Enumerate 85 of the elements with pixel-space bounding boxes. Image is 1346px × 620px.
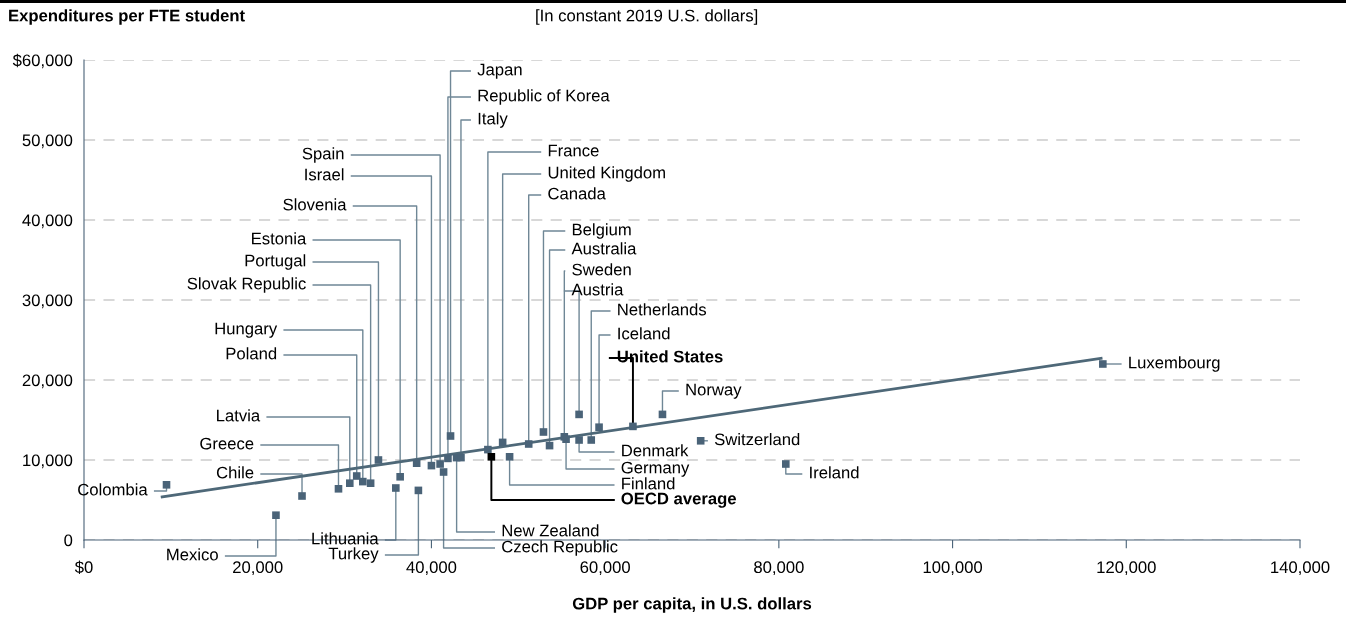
- x-axis-title: GDP per capita, in U.S. dollars: [572, 597, 812, 613]
- point: [457, 453, 465, 462]
- annotation: Japan: [477, 63, 522, 79]
- annotation: Latvia: [217, 409, 261, 422]
- annotation: Ireland: [810, 466, 859, 479]
- point: [575, 436, 583, 444]
- point: [587, 436, 596, 444]
- point: [366, 479, 375, 487]
- annotation: Republic of Korea: [478, 89, 610, 105]
- annotation: United Kingdom: [548, 166, 665, 182]
- point: [505, 453, 514, 461]
- annotation: Greece: [200, 437, 254, 450]
- point: [162, 481, 171, 489]
- point: [436, 460, 444, 468]
- x-tick-label: 100,000: [923, 561, 983, 576]
- point: [487, 453, 496, 461]
- y-tick-label: 20,000: [22, 374, 73, 389]
- x-tick-label: 120,000: [1097, 561, 1156, 576]
- annotation: Austria: [571, 283, 624, 296]
- x-tick-label: $0: [74, 560, 93, 575]
- point: [439, 468, 448, 476]
- annotation: Australia: [571, 242, 637, 255]
- point: [696, 437, 705, 445]
- annotation: Germany: [621, 461, 690, 477]
- point: [345, 479, 354, 487]
- annotation: Belgium: [572, 223, 631, 239]
- point: [359, 477, 367, 486]
- annotation: Slovak Republic: [187, 277, 306, 293]
- annotation: Israel: [305, 168, 344, 181]
- point: [334, 485, 343, 493]
- point: [374, 456, 383, 464]
- annotation: Switzerland: [714, 433, 800, 446]
- point: [396, 473, 404, 481]
- x-tick-label: 140,000: [1271, 561, 1330, 576]
- annotation: Mexico: [167, 548, 218, 561]
- annotation: Colombia: [78, 483, 148, 496]
- annotation: Poland: [226, 347, 277, 360]
- point: [782, 460, 790, 468]
- point: [272, 511, 280, 519]
- point: [575, 410, 583, 419]
- y-tick-label: 30,000: [22, 294, 73, 309]
- annotation: Norway: [686, 383, 742, 399]
- annotation: France: [548, 144, 599, 157]
- annotation: New Zealand: [502, 524, 599, 537]
- annotation: Portugal: [245, 254, 306, 270]
- point: [595, 423, 603, 431]
- annotation: Iceland: [618, 327, 670, 340]
- annotation: Canada: [548, 187, 606, 200]
- annotation: Turkey: [328, 547, 379, 563]
- annotation: Slovenia: [283, 198, 347, 211]
- annotation: Lithuania: [312, 532, 379, 545]
- point: [524, 440, 533, 448]
- y-tick-label: 0: [64, 534, 73, 547]
- annotation: Chile: [216, 466, 254, 479]
- annotation: Italy: [478, 112, 508, 128]
- annotation: Czech Republic: [502, 540, 618, 556]
- annotation: Netherlands: [618, 303, 707, 316]
- point: [446, 432, 455, 440]
- annotation: Luxembourg: [1129, 356, 1220, 372]
- y-tick-label: 10,000: [23, 454, 73, 469]
- annotation: Denmark: [622, 444, 689, 457]
- point: [629, 422, 637, 431]
- point: [352, 472, 361, 480]
- chart-subtitle: [In constant 2019 U.S. dollars]: [536, 9, 758, 25]
- y-tick-label: 50,000: [22, 134, 73, 149]
- point: [298, 492, 306, 500]
- annotation: Estonia: [252, 232, 307, 245]
- annotation: Sweden: [572, 263, 631, 276]
- point: [412, 459, 421, 467]
- x-tick-label: 60,000: [580, 561, 630, 576]
- y-tick-label: 40,000: [22, 214, 73, 229]
- annotation: Finland: [622, 477, 675, 490]
- point: [444, 454, 452, 463]
- x-tick-label: 40,000: [406, 561, 457, 576]
- x-tick-label: 20,000: [233, 561, 283, 576]
- annotation: Hungary: [215, 322, 278, 338]
- point: [1099, 360, 1107, 368]
- point: [392, 484, 400, 492]
- point: [539, 428, 548, 436]
- x-tick-label: 80,000: [754, 561, 804, 576]
- annotation: Spain: [302, 147, 344, 163]
- point: [484, 445, 492, 454]
- y-tick-label: $60,000: [12, 53, 73, 69]
- annotation: OECD average: [621, 492, 736, 508]
- chart-title: Expenditures per FTE student: [9, 9, 245, 25]
